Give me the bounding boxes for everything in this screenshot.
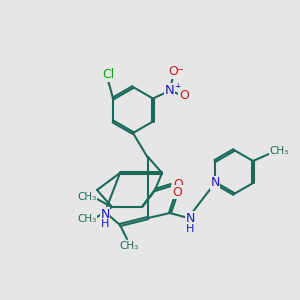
Text: O: O <box>172 185 182 199</box>
Text: CH₃: CH₃ <box>77 192 97 202</box>
Text: N: N <box>100 208 110 220</box>
Text: O: O <box>179 89 189 102</box>
Text: H: H <box>101 219 109 229</box>
Text: −: − <box>176 65 183 74</box>
Text: N: N <box>210 176 220 190</box>
Text: CH₃: CH₃ <box>77 214 97 224</box>
Text: N: N <box>165 84 175 97</box>
Text: O: O <box>173 178 183 191</box>
Text: O: O <box>168 65 178 78</box>
Text: +: + <box>174 82 180 91</box>
Text: Cl: Cl <box>102 68 114 81</box>
Text: H: H <box>186 224 194 234</box>
Text: CH₃: CH₃ <box>269 146 289 156</box>
Text: CH₃: CH₃ <box>119 241 139 251</box>
Text: N: N <box>185 212 195 224</box>
